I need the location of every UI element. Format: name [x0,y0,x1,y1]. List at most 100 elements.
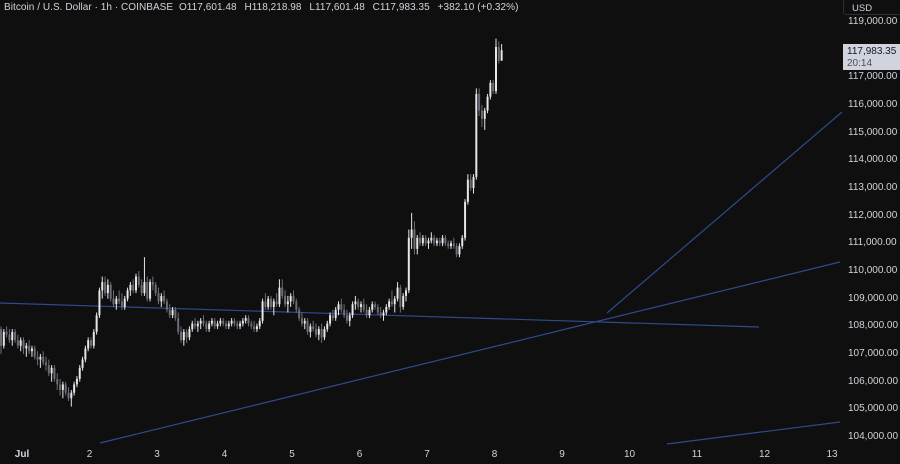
candle [8,334,11,341]
lower-channel-trendline[interactable] [666,421,841,445]
price-axis-label: 115,000.00 [848,126,898,138]
candle [50,367,53,374]
candle [81,359,84,368]
candlesticks [0,38,503,407]
candle [106,284,109,294]
low-value: L117,601.48 [309,2,365,13]
candle [405,290,407,296]
candle [56,378,59,385]
candle [410,229,413,238]
price-axis-label: 111,000.00 [848,237,897,249]
candle [357,301,360,307]
candle [300,318,303,324]
candle [416,237,419,249]
candle [241,320,244,324]
candle [286,301,289,305]
candle [227,323,230,327]
candle [360,304,362,307]
candle [30,348,33,352]
candle [303,320,306,324]
candle [390,301,393,305]
candle [140,284,143,294]
candle [182,331,185,341]
candle [270,298,272,307]
candle [73,384,76,393]
time-axis-label: 3 [154,449,160,460]
candle [413,229,416,249]
price-axis-label: 113,000.00 [848,182,898,193]
candle [129,284,132,291]
candle [19,340,22,346]
candle [374,304,377,307]
long-rising-support-trendline[interactable] [99,261,841,444]
candle [87,340,90,349]
price-axis-label: 105,000.00 [848,403,899,415]
price-axis-label: 109,000.00 [848,292,899,304]
candle [64,384,67,393]
time-axis-label: 9 [559,449,565,460]
price-axis-label: 119,000.00 [848,16,898,27]
candle [25,345,28,349]
candle [16,340,19,346]
candle [154,284,157,294]
candle [59,384,62,390]
candle [343,309,346,316]
bar-countdown: 20:14 [847,58,873,69]
candle [351,304,354,316]
candle [264,301,267,307]
candle [149,282,152,299]
candle [168,309,171,316]
time-axis-label: 7 [424,449,430,460]
candle [376,306,379,313]
steep-rising-support-trendline[interactable] [606,111,843,314]
candle [75,378,78,385]
candle [329,315,332,324]
candle [455,246,458,255]
candle [196,323,199,327]
candle [39,356,42,360]
candle [0,329,2,346]
candle [461,237,464,247]
candle [261,301,264,321]
price-axis-label: 110,000.00 [848,265,898,276]
candle [267,298,270,307]
candle [47,365,50,374]
candle [112,298,115,305]
candle [185,331,188,338]
candle [174,309,177,319]
symbol-title[interactable]: Bitcoin / U.S. Dollar · 1h · COINBASE [4,2,174,13]
chart-legend: Bitcoin / U.S. Dollar · 1h · COINBASE O1… [4,2,521,13]
price-axis-label: 112,000.00 [848,209,898,221]
currency-selector[interactable]: USD [843,0,900,15]
candle [5,331,8,335]
candle [143,282,146,294]
trendlines[interactable] [0,111,843,445]
candle [340,304,343,310]
candle [292,295,295,302]
candle [424,237,427,244]
high-value: H118,218.98 [244,2,302,13]
candle [244,318,247,321]
candle [475,93,478,177]
candle [95,315,98,332]
candle [253,326,256,330]
candle [295,301,298,310]
candle [210,320,213,324]
candle [67,392,70,399]
candle [309,326,312,332]
candle [281,287,284,296]
candle [126,290,129,299]
candle [402,295,405,307]
candle [115,298,118,305]
candle [334,309,337,319]
candle [382,312,385,316]
candle [84,348,87,360]
descending-resistance-trendline[interactable] [0,302,760,328]
candle [323,329,326,338]
candle [151,282,154,285]
time-axis-label: 13 [826,449,838,460]
candle [160,295,163,302]
candle [433,237,436,244]
candle [452,243,455,247]
